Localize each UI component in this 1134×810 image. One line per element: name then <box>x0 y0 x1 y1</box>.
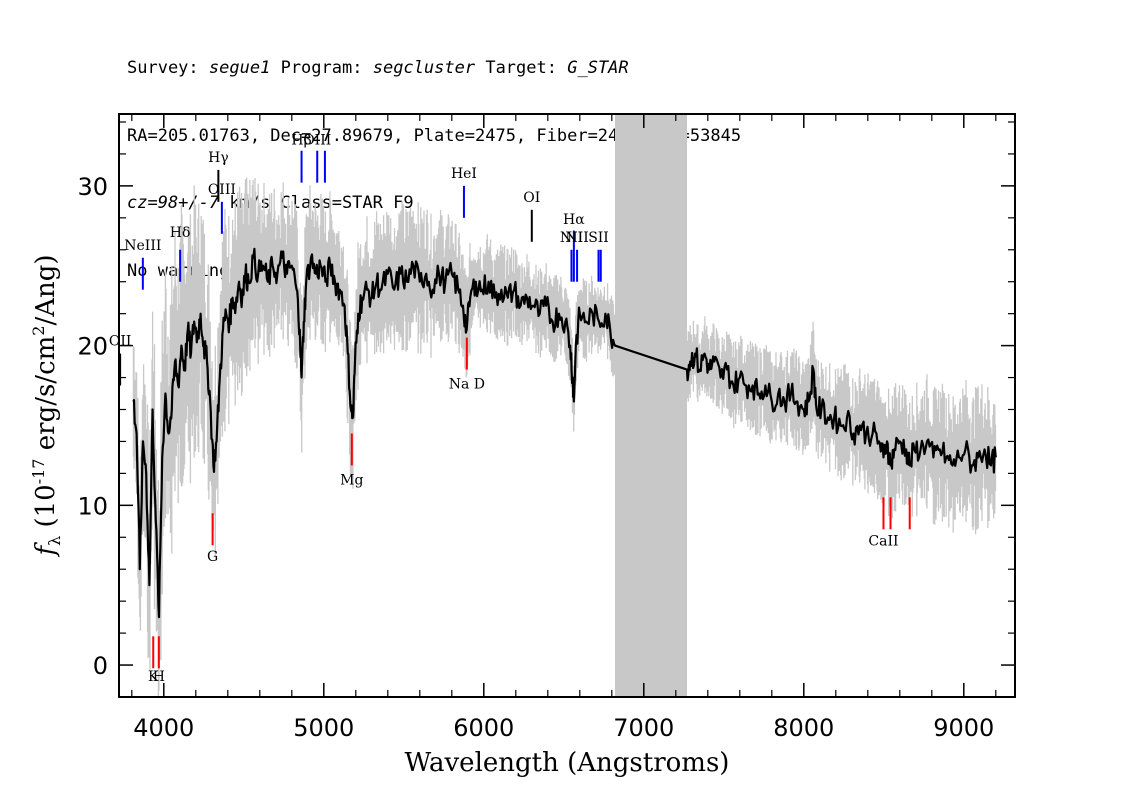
ylabel-exp: -17 <box>29 459 48 485</box>
emission-line-label-14: OII <box>109 334 132 350</box>
header-line-2: RA=205.01763, Dec=27.89679, Plate=2475, … <box>127 125 742 146</box>
ylabel-sub: λ <box>45 536 64 546</box>
program-label: Program: <box>280 58 363 78</box>
y-tick-label: 10 <box>77 492 108 520</box>
ylabel-units: erg/s/cm <box>31 336 61 459</box>
x-tick-label: 5000 <box>293 714 354 742</box>
noise-band-0 <box>132 177 616 697</box>
emission-line-label-8: OI <box>523 190 540 206</box>
ylabel-base: (10 <box>31 484 61 536</box>
emission-line-label-5: OIII <box>303 132 331 148</box>
target-value: G_STAR <box>567 58 629 78</box>
x-tick-label: 7000 <box>613 714 674 742</box>
emission-line-label-4: Hβ <box>291 132 311 148</box>
emission-line-label-7: HeI <box>451 166 477 182</box>
header-line-1: Survey: segue1 Program: segcluster Targe… <box>127 57 741 80</box>
y-tick-label: 20 <box>77 333 108 361</box>
program-value: segcluster <box>372 58 476 78</box>
y-tick-label: 30 <box>77 173 108 201</box>
emission-line-label-10: Hα <box>563 212 585 228</box>
y-axis-title: fλ (10-17 erg/s/cm2/Ang) <box>29 254 64 557</box>
emission-line-label-1: Hδ <box>170 225 191 241</box>
emission-line-label-0: NeIII <box>124 238 161 254</box>
ylabel-exp2: 2 <box>29 326 48 336</box>
emission-line-label-11: NII <box>565 230 588 246</box>
masked-region <box>615 114 687 697</box>
absorption-line-label-2: G <box>207 549 218 565</box>
spectrum-line <box>132 247 997 619</box>
plot-area <box>119 114 997 697</box>
y-tick-label: 0 <box>93 652 108 680</box>
target-label: Target: <box>485 58 557 78</box>
axis-layer: 4000 5000 6000 7000 8000 9000 0 10 20 30 <box>77 114 1015 742</box>
emission-line-label-2: Hγ <box>208 150 229 166</box>
spectrum-header: Survey: segue1 Program: segcluster Targe… <box>127 12 741 305</box>
x-axis-title: Wavelength (Angstroms) <box>405 748 730 778</box>
x-tick-label: 4000 <box>133 714 194 742</box>
x-tick-label: 6000 <box>453 714 514 742</box>
emission-line-label-3: OIII <box>208 182 236 198</box>
absorption-line-label-4: Na D <box>449 377 485 393</box>
x-tick-label: 9000 <box>933 714 994 742</box>
ylabel-tail: /Ang) <box>31 254 61 325</box>
absorption-line-label-5: CaII <box>868 533 898 549</box>
emission-line-label-12: SII <box>588 230 609 246</box>
absorption-line-label-1: H <box>153 669 165 685</box>
plot-frame <box>118 113 1016 698</box>
survey-value: segue1 <box>208 58 271 78</box>
absorption-line-label-3: Mg <box>340 473 363 489</box>
emission-line-label-9: NII <box>560 230 583 246</box>
x-tick-label: 8000 <box>773 714 834 742</box>
absorption-line-label-0: K <box>148 669 159 685</box>
survey-label: Survey: <box>127 58 199 78</box>
